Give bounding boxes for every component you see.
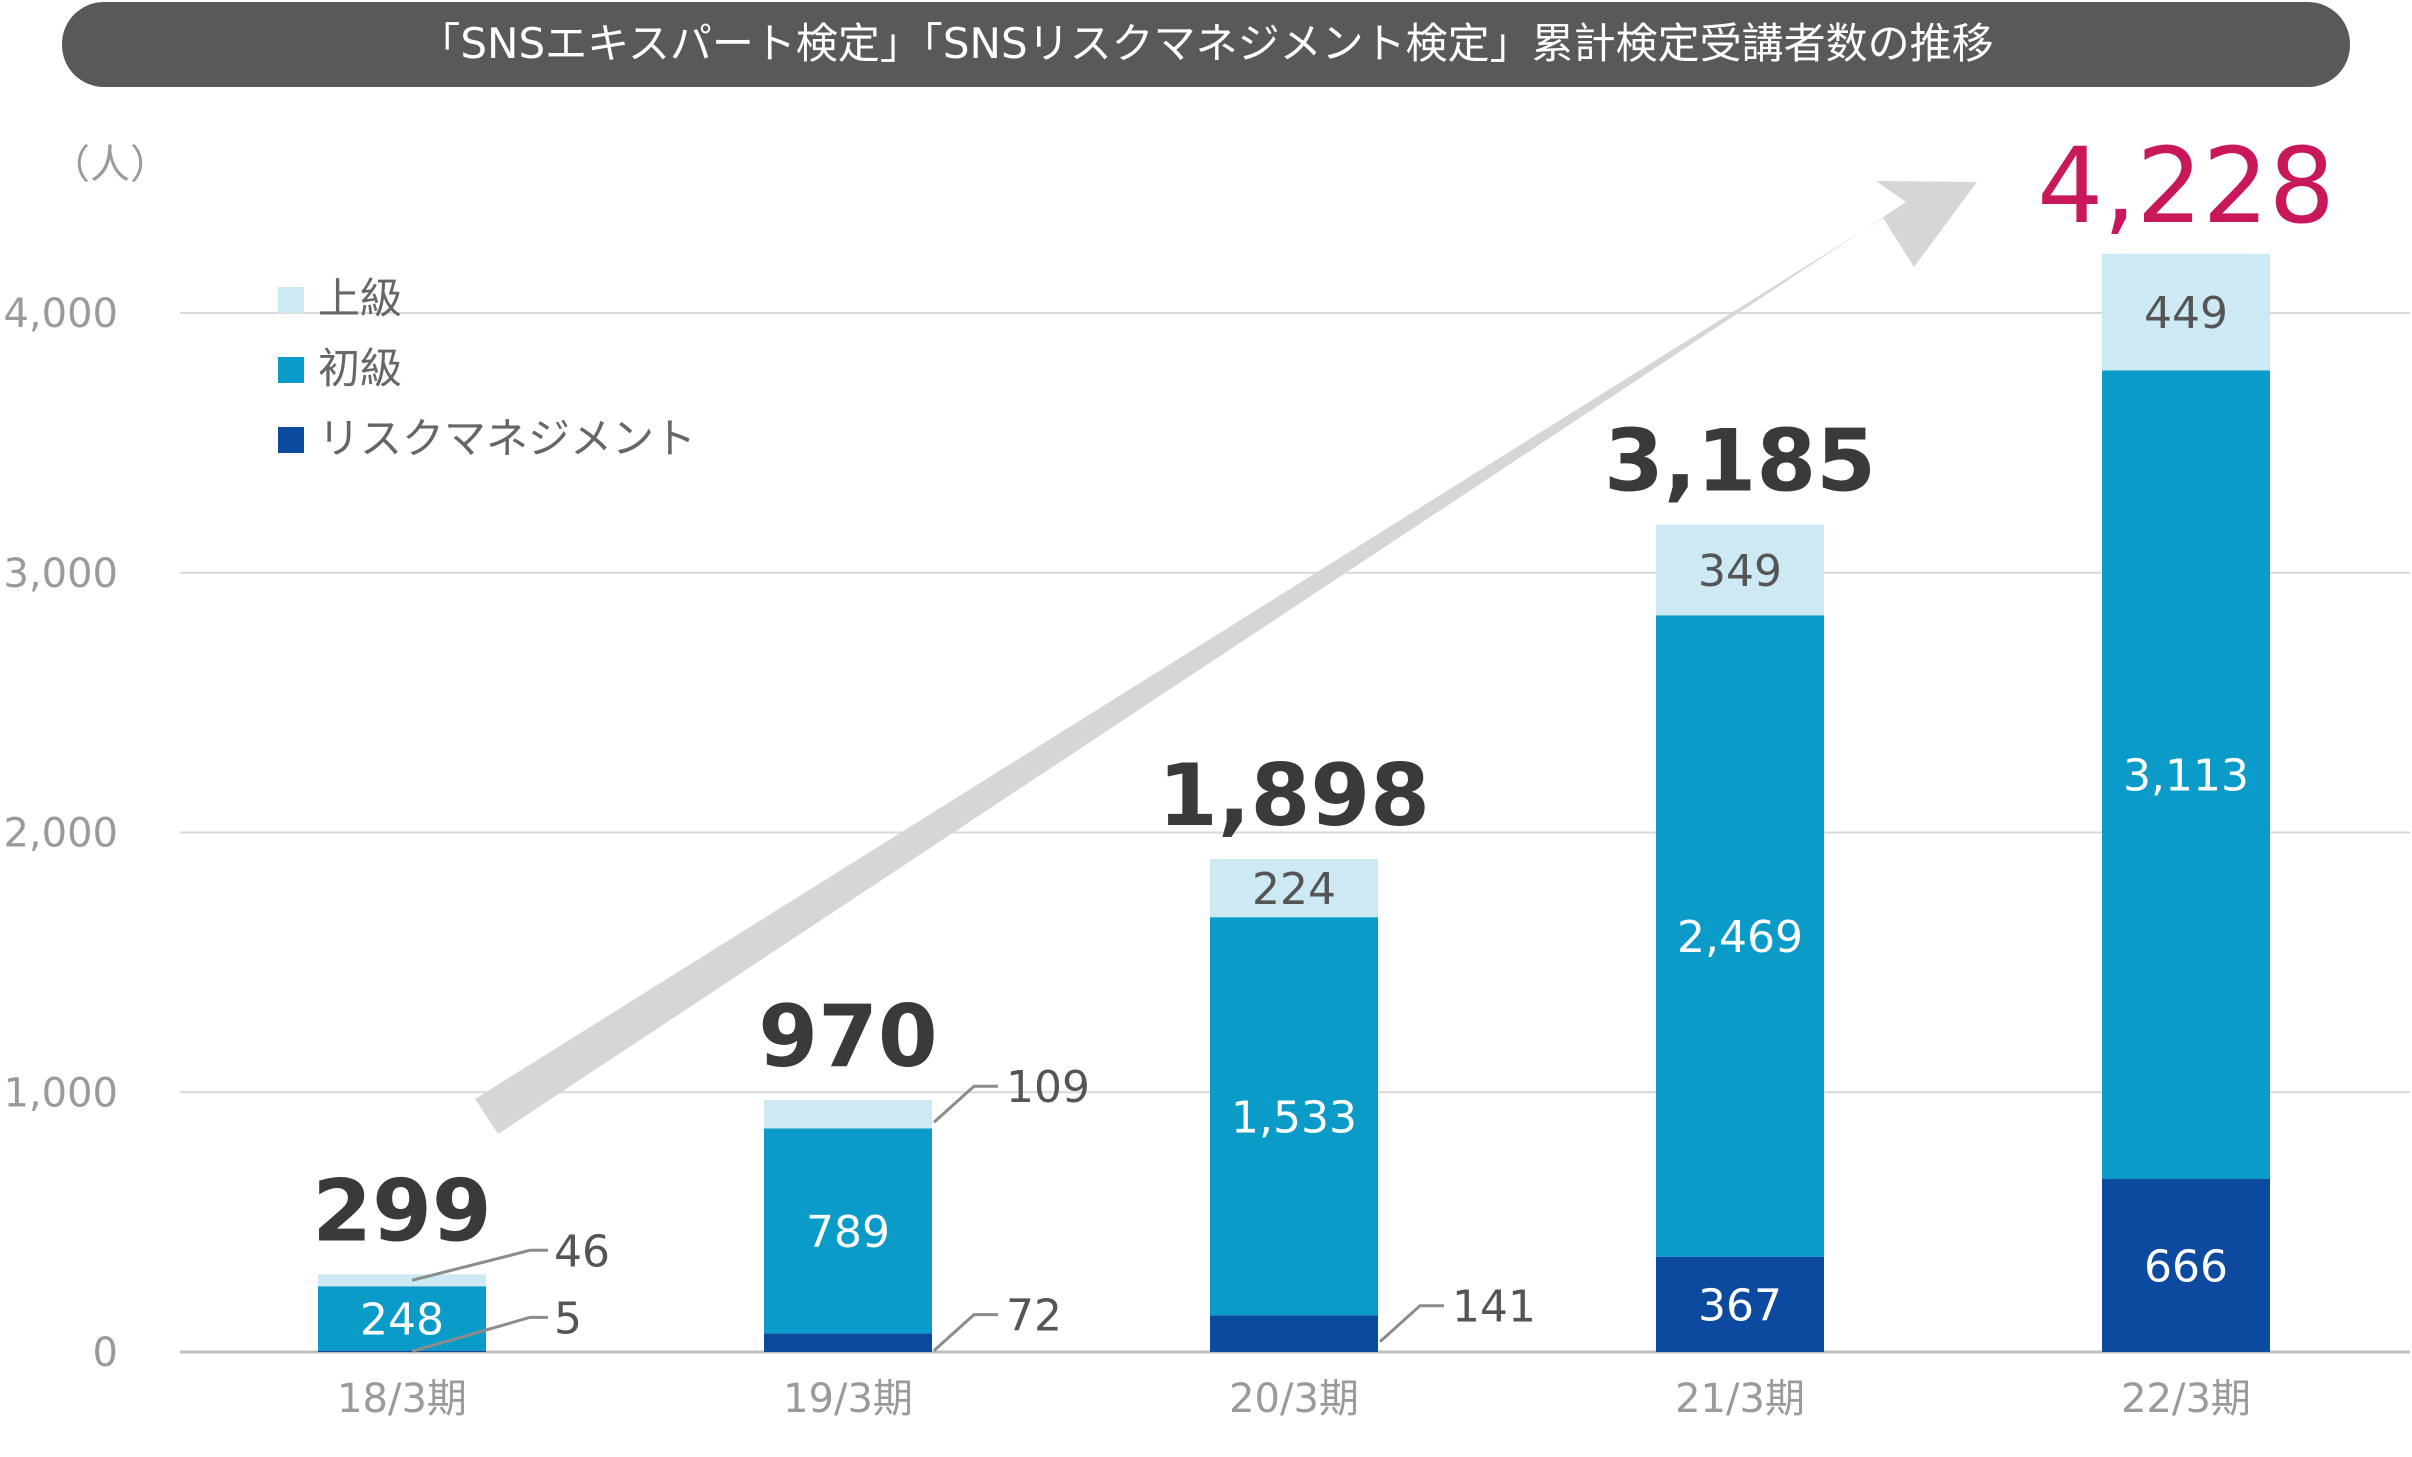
y-tick-label: 0 (93, 1330, 118, 1376)
legend-item-advanced: 上級 (278, 274, 402, 323)
data-label-advanced: 349 (1698, 546, 1782, 597)
bar-beginner (2102, 370, 2270, 1180)
bar-beginner (764, 1128, 932, 1334)
bar-advanced (318, 1274, 486, 1287)
y-tick-label: 1,000 (3, 1070, 118, 1116)
bar-total-label: 299 (312, 1161, 492, 1261)
x-tick-label: 18/3期 (337, 1376, 467, 1422)
data-label-risk: 72 (1006, 1291, 1062, 1342)
legend-swatch-risk (278, 427, 304, 453)
bar-risk (1210, 1315, 1378, 1352)
bar-total-label: 3,185 (1604, 412, 1876, 512)
data-label-beginner: 248 (360, 1294, 444, 1345)
data-label-risk: 367 (1698, 1280, 1782, 1331)
data-label-advanced: 224 (1252, 864, 1336, 915)
data-label-advanced: 46 (554, 1226, 610, 1277)
leader-line (411, 1248, 548, 1282)
data-label-beginner: 789 (806, 1207, 890, 1258)
x-tick-label: 19/3期 (783, 1376, 913, 1422)
leader-line (932, 1313, 998, 1352)
bar-risk (764, 1333, 932, 1352)
y-tick-label: 3,000 (3, 551, 118, 597)
bar-advanced (1656, 524, 1824, 616)
legend-swatch-advanced (278, 287, 304, 313)
data-label-beginner: 2,469 (1677, 912, 1803, 963)
x-tick-label: 22/3期 (2121, 1376, 2251, 1422)
bar-risk (2102, 1179, 2270, 1352)
bar-beginner (1210, 917, 1378, 1316)
data-label-advanced: 109 (1006, 1062, 1090, 1113)
data-label-risk: 141 (1452, 1282, 1536, 1333)
title-banner: 「SNSエキスパート検定」「SNSリスクマネジメント検定」累計検定受講者数の推移 (62, 2, 2350, 87)
leader-line (411, 1315, 548, 1353)
bars (318, 253, 2270, 1352)
y-tick-label: 2,000 (3, 811, 118, 857)
bar-total-label: 1,898 (1158, 746, 1430, 846)
legend-label-beginner: 初級 (318, 344, 402, 393)
data-label-beginner: 1,533 (1231, 1092, 1357, 1143)
bar-beginner (1656, 615, 1824, 1257)
data-label-advanced: 449 (2144, 288, 2228, 339)
title-background (62, 2, 2350, 87)
legend-item-beginner: 初級 (278, 344, 402, 393)
data-label-beginner: 3,113 (2123, 751, 2249, 802)
leader-line (1378, 1304, 1444, 1343)
data-label-risk: 666 (2144, 1242, 2228, 1293)
bar-total-label: 4,228 (2037, 125, 2335, 247)
legend-label-risk: リスクマネジメント (318, 414, 696, 463)
chart-title: 「SNSエキスパート検定」「SNSリスクマネジメント検定」累計検定受講者数の推移 (418, 19, 1993, 68)
data-label-risk: 5 (554, 1293, 582, 1344)
bar-risk (318, 1350, 486, 1352)
x-tick-label: 21/3期 (1675, 1376, 1805, 1422)
legend-label-advanced: 上級 (318, 274, 402, 323)
bar-beginner (318, 1286, 486, 1351)
growth-arrow-icon (475, 181, 1977, 1134)
data-labels: 5 248 46 299 72 789 109 970 141 1,533 224 1,898 367 2… (312, 125, 2335, 1353)
bar-total-label: 970 (758, 987, 938, 1087)
bar-risk (1656, 1256, 1824, 1352)
y-axis-ticks: 0 1,000 2,000 3,000 4,000 (3, 291, 118, 1376)
legend: 上級 初級 リスクマネジメント (278, 274, 696, 463)
leader-line (932, 1084, 998, 1124)
bar-advanced (1210, 858, 1378, 918)
legend-swatch-beginner (278, 357, 304, 383)
y-axis-unit: （人） (50, 142, 170, 188)
legend-item-risk: リスクマネジメント (278, 414, 696, 463)
x-axis-ticks: 18/3期 19/3期 20/3期 21/3期 22/3期 (337, 1376, 2251, 1422)
x-tick-label: 20/3期 (1229, 1376, 1359, 1422)
y-tick-label: 4,000 (3, 291, 118, 337)
bar-advanced (764, 1100, 932, 1129)
bar-advanced (2102, 253, 2270, 371)
